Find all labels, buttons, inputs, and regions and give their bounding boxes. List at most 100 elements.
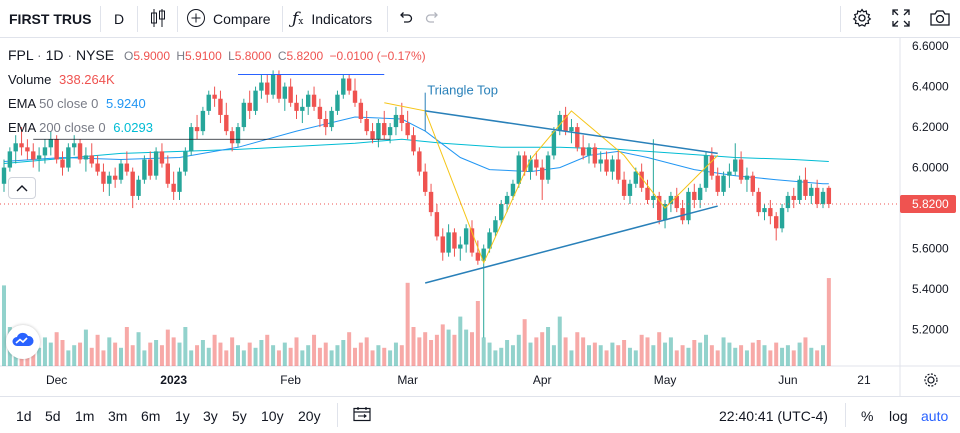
legend-ema50-row[interactable]: EMA 50 close 0 5.9240 <box>8 96 146 111</box>
symbol-search-button[interactable]: FIRST TRUS <box>9 0 91 38</box>
volume-bar <box>744 350 749 366</box>
range-button-20y[interactable]: 20y <box>298 397 321 433</box>
ema50-value: 5.9240 <box>105 96 146 111</box>
volume-bar <box>633 350 638 366</box>
volume-bar <box>60 340 65 366</box>
volume-bar <box>569 350 574 366</box>
camera-icon <box>929 9 951 30</box>
ema200-value: 6.0293 <box>113 120 153 135</box>
legend-ticker: FPL <box>8 47 34 63</box>
volume-bar <box>236 345 240 366</box>
volume-bar <box>587 345 591 366</box>
range-button-1m[interactable]: 1m <box>75 397 94 433</box>
candle-body <box>253 90 258 111</box>
candle-body <box>259 82 264 91</box>
candle-body <box>452 232 457 249</box>
volume-bar <box>452 334 457 366</box>
candle-body <box>311 94 317 107</box>
volume-bar <box>171 337 176 366</box>
volume-bar <box>317 347 322 366</box>
volume-bar <box>540 332 545 366</box>
range-button-3m[interactable]: 3m <box>108 397 127 433</box>
volume-bar <box>704 334 708 366</box>
candle-body <box>569 127 574 132</box>
last-price-badge <box>900 195 956 214</box>
interval-button[interactable]: D <box>114 0 124 38</box>
legend-collapse-button[interactable] <box>8 177 36 199</box>
candle-body <box>101 171 106 184</box>
percent-scale-button[interactable]: % <box>861 397 873 433</box>
volume-bar <box>651 345 656 366</box>
candle-body <box>528 159 533 172</box>
candle-body <box>54 139 59 160</box>
range-label: 5d <box>45 407 61 424</box>
time-tick-label: Jun <box>778 373 797 387</box>
volume-bar <box>154 340 159 366</box>
volume-bar <box>598 345 603 366</box>
auto-label: auto <box>921 407 949 424</box>
axis-settings-icon <box>924 373 938 387</box>
redo-button[interactable] <box>425 0 441 38</box>
candle-body <box>604 159 609 172</box>
range-button-5d[interactable]: 5d <box>45 397 61 433</box>
chart-panel[interactable]: 6.6000 6.4000 6.2000 6.0000 5.6000 5.4000 5.20… <box>0 38 960 396</box>
candle-body <box>177 171 182 192</box>
candle-body <box>107 175 112 184</box>
screenshot-button[interactable] <box>929 0 951 38</box>
volume-bar <box>750 342 755 366</box>
volume-bar <box>627 347 632 366</box>
clock-display[interactable]: 22:40:41 (UTC-4) <box>719 397 828 433</box>
auto-scale-button[interactable]: auto <box>921 397 948 433</box>
candle-body <box>382 123 387 136</box>
volume-bar <box>780 347 785 366</box>
candle-body <box>276 74 282 99</box>
volume-bar <box>335 345 340 366</box>
range-button-1y[interactable]: 1y <box>175 397 190 433</box>
tradingview-logo-button[interactable] <box>6 325 40 359</box>
candle-body <box>112 175 118 180</box>
range-button-1d[interactable]: 1d <box>16 397 32 433</box>
volume-bar <box>364 337 369 366</box>
undo-button[interactable] <box>397 0 413 38</box>
goto-date-button[interactable] <box>353 397 371 433</box>
volume-bar <box>37 347 42 366</box>
lower-trendline <box>425 205 718 284</box>
range-label: 20y <box>298 407 321 424</box>
candle-body <box>13 143 18 152</box>
range-button-5y[interactable]: 5y <box>232 397 247 433</box>
candle-body <box>499 204 504 221</box>
chart-type-button[interactable] <box>149 0 167 38</box>
volume-bar <box>791 350 796 366</box>
volume-bar <box>709 345 714 366</box>
compare-button[interactable]: Compare <box>186 0 271 38</box>
range-button-6m[interactable]: 6m <box>141 397 160 433</box>
range-button-3y[interactable]: 3y <box>203 397 218 433</box>
range-label: 3m <box>108 407 128 424</box>
candle-body <box>820 191 826 205</box>
log-scale-button[interactable]: log <box>889 397 908 433</box>
fullscreen-button[interactable] <box>892 0 910 38</box>
time-tick-label: 21 <box>857 373 871 387</box>
legend-ema200-row[interactable]: EMA 200 close 0 6.0293 <box>8 120 153 135</box>
candle-body <box>610 159 615 172</box>
range-button-10y[interactable]: 10y <box>261 397 284 433</box>
legend-volume-row[interactable]: Volume 338.264K <box>8 72 115 87</box>
ema50-line <box>3 116 829 185</box>
candle-body <box>803 179 808 196</box>
candle-body <box>60 159 65 168</box>
volume-bar <box>312 334 317 366</box>
settings-button[interactable] <box>852 0 872 38</box>
price-chart[interactable]: 6.6000 6.4000 6.2000 6.0000 5.6000 5.4000 5.20… <box>0 38 960 396</box>
volume-bar <box>405 282 410 366</box>
candle-body <box>674 195 679 209</box>
volume-bar <box>195 345 200 366</box>
candle-body <box>323 118 328 128</box>
volume-label: Volume <box>8 72 52 87</box>
volume-bar <box>212 334 217 366</box>
volume-bar <box>300 350 305 366</box>
volume-bar <box>259 340 264 366</box>
volume-bar <box>680 345 685 366</box>
indicators-button[interactable]: ƒx Indicators <box>292 0 372 38</box>
candle-body <box>668 195 674 205</box>
candle-body <box>118 163 124 180</box>
